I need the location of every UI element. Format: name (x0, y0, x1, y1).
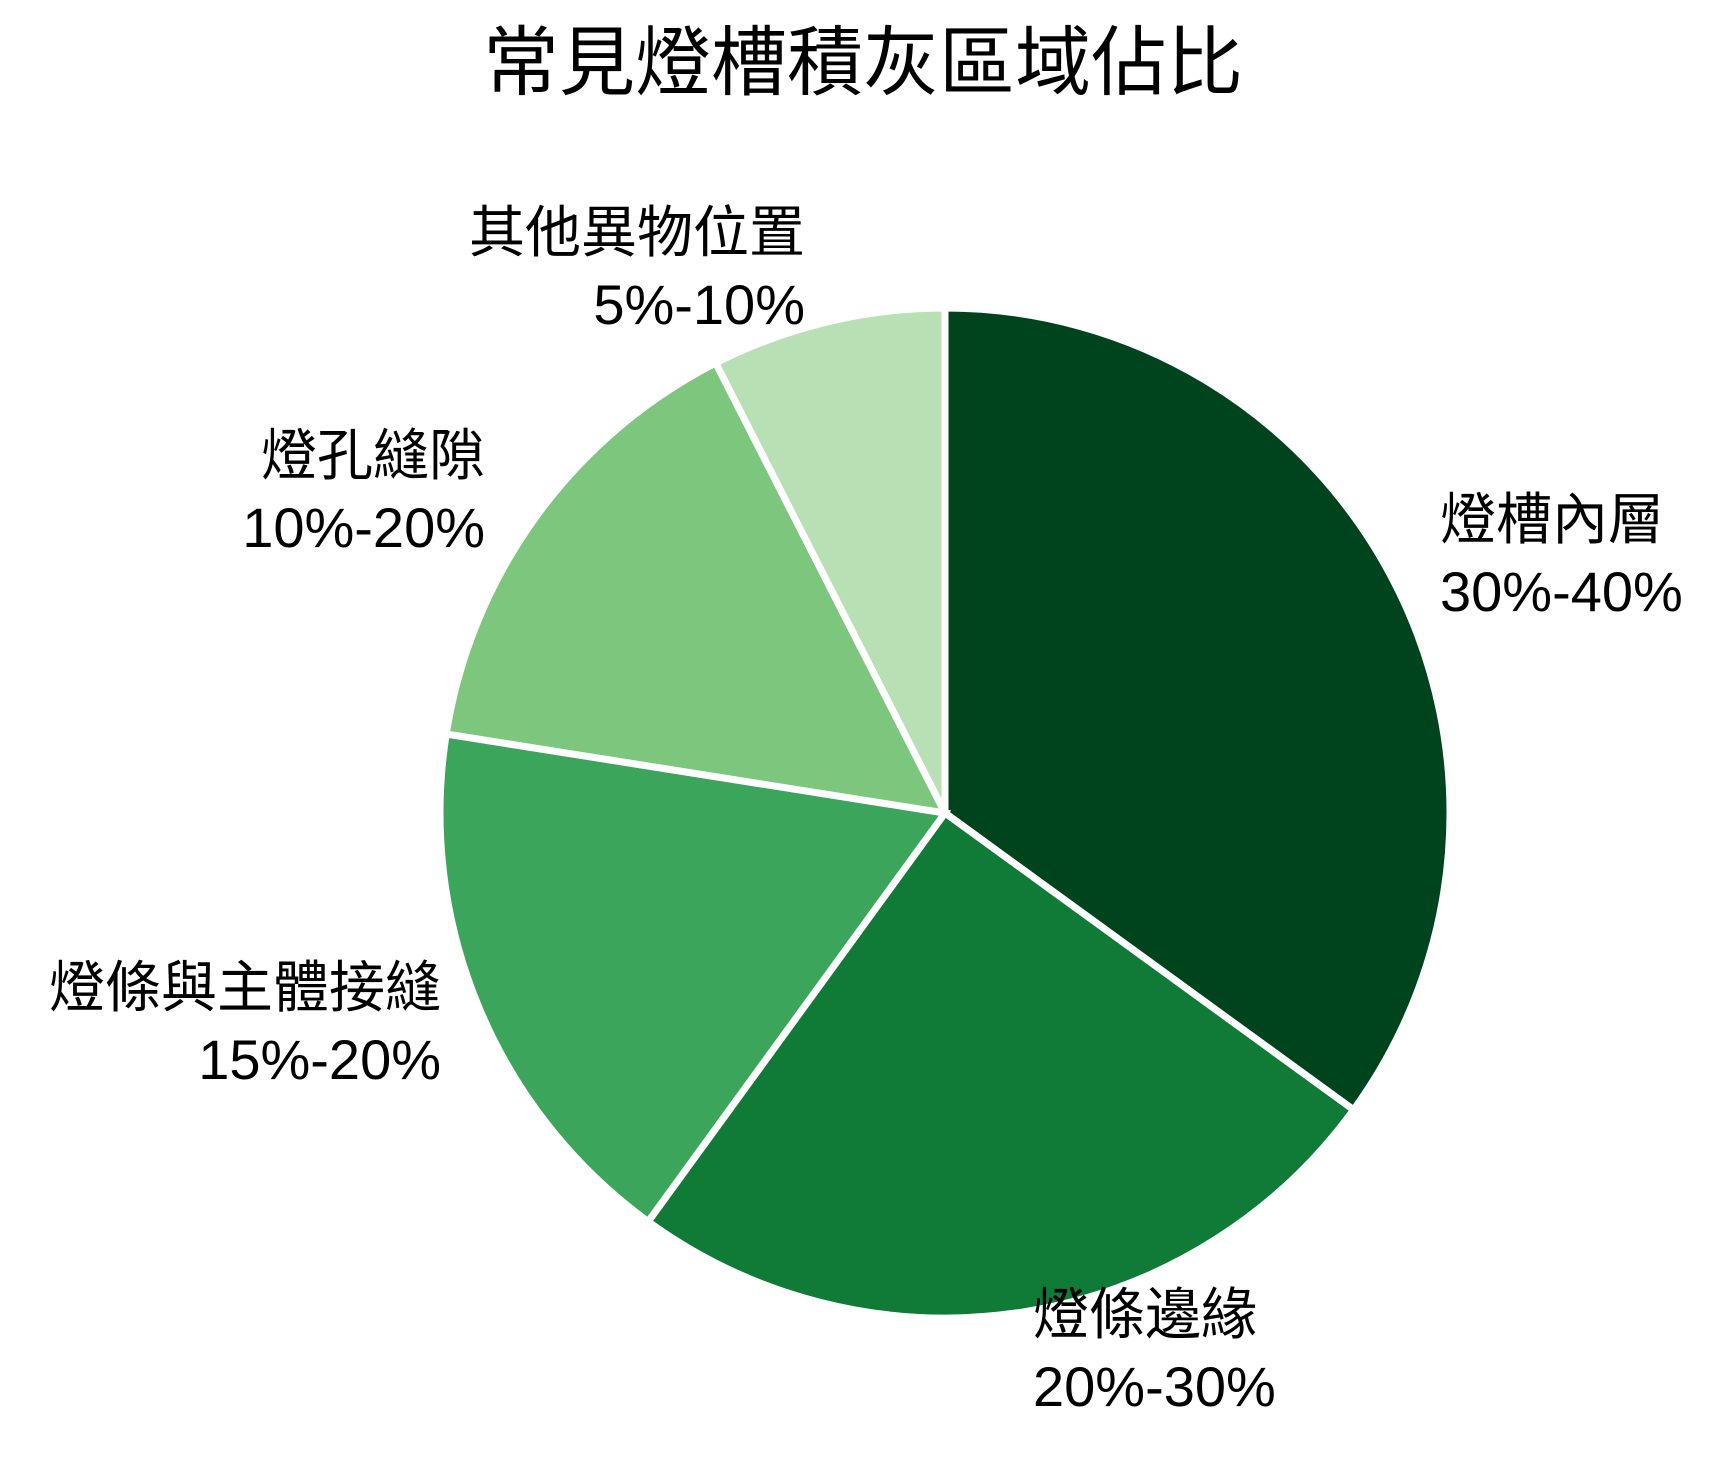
slice-name: 燈槽內層 (1440, 488, 1664, 551)
slice-range: 20%-30% (1033, 1355, 1276, 1418)
slice-range: 10%-20% (242, 496, 485, 559)
slice-label-strip-edge: 燈條邊緣 20%-30% (1033, 1279, 1276, 1423)
slice-name: 燈條與主體接縫 (49, 956, 441, 1019)
pie-slice-4 (711, 304, 949, 815)
pie-slice-3 (442, 358, 952, 818)
slice-range: 30%-40% (1440, 560, 1683, 623)
slice-name: 燈條邊緣 (1033, 1283, 1257, 1346)
slice-range: 15%-20% (198, 1028, 441, 1091)
slice-label-inner-layer: 燈槽內層 30%-40% (1440, 484, 1683, 628)
pie-slice-2 (436, 729, 952, 1227)
slice-name: 其他異物位置 (469, 201, 805, 264)
slice-name: 燈孔縫隙 (261, 424, 485, 487)
slice-label-lamp-hole-gap: 燈孔縫隙 10%-20% (242, 420, 485, 564)
slice-range: 5%-10% (593, 273, 805, 336)
pie-slice-0 (941, 304, 1454, 1115)
slice-label-body-seam: 燈條與主體接縫 15%-20% (49, 952, 441, 1096)
pie-slice-1 (643, 808, 1359, 1322)
slice-label-other-debris: 其他異物位置 5%-10% (469, 197, 805, 341)
chart-title: 常見燈槽積灰區域佔比 (483, 21, 1243, 106)
